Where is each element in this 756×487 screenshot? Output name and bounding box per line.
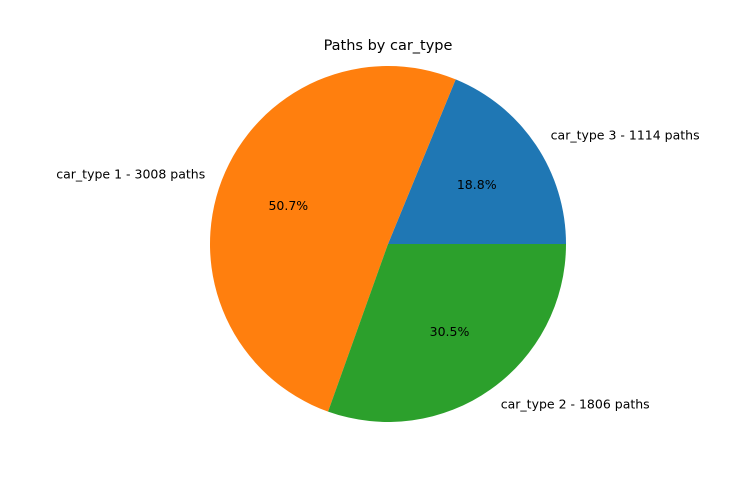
pie-slice-3 (328, 244, 566, 422)
pie-slices (209, 65, 566, 422)
slice-category-label: car_type 1 - 3008 paths (56, 166, 205, 181)
slice-percent-label: 50.7% (268, 198, 308, 213)
slice-percent-label: 30.5% (430, 324, 470, 339)
slice-category-label: car_type 3 - 1114 paths (551, 128, 700, 143)
pie-slice-2 (209, 65, 456, 412)
pie-slice-1 (388, 79, 566, 244)
chart-title: Paths by car_type (324, 38, 453, 54)
slice-percent-label: 18.8% (457, 177, 497, 192)
slice-category-label: car_type 2 - 1806 paths (501, 397, 650, 412)
pie-labels: 18.8% car_type 3 - 1114 paths 50.7% car_typ… (56, 128, 699, 412)
